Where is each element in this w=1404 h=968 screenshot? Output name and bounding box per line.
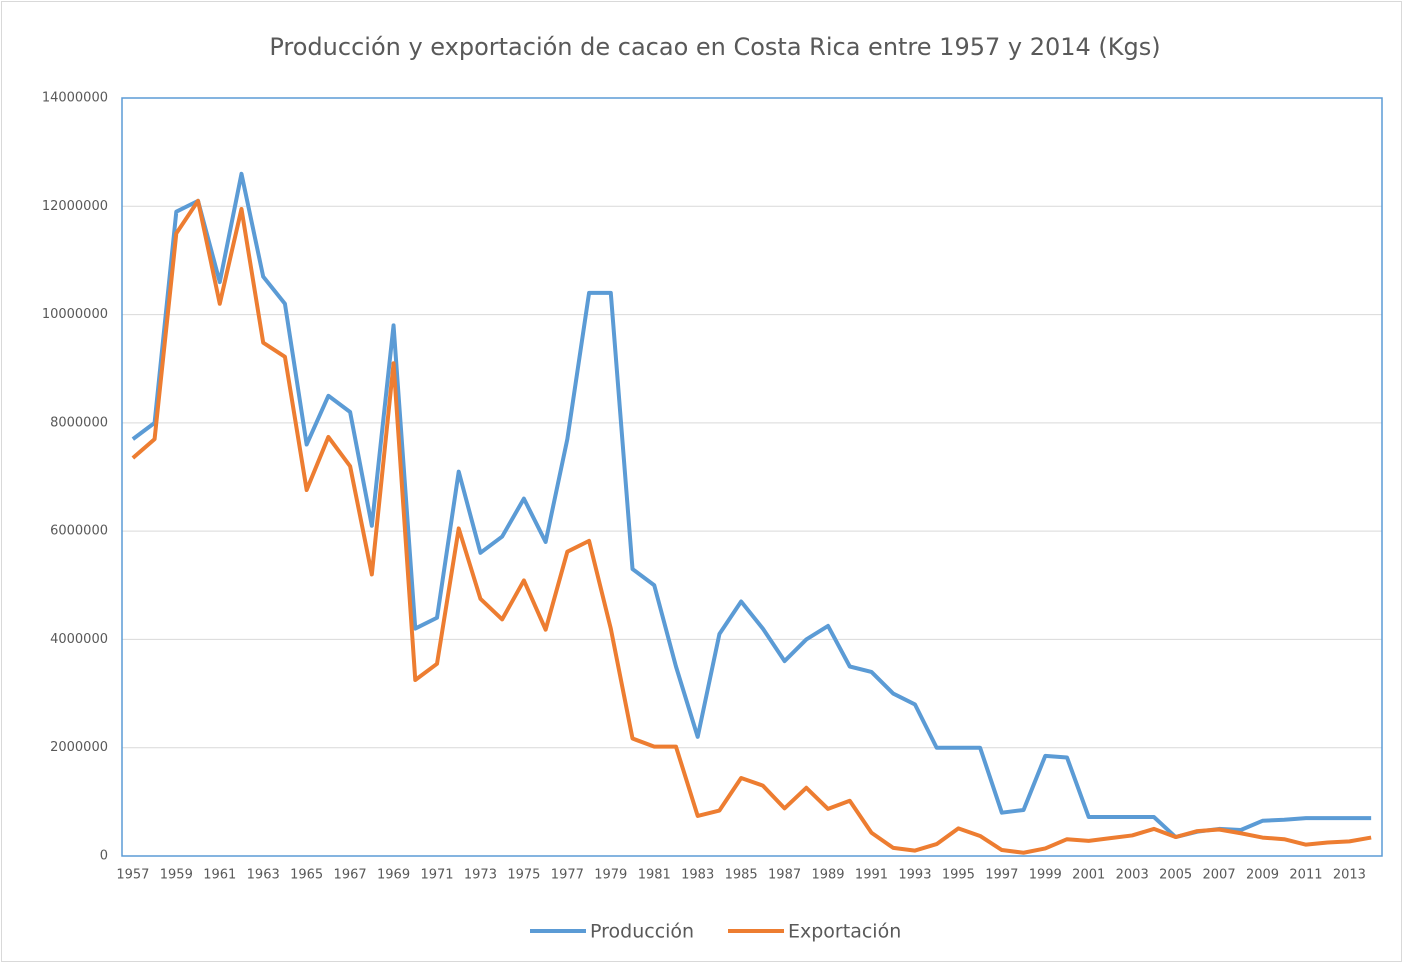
y-tick-label: 4000000 xyxy=(50,632,108,647)
x-tick-label: 1991 xyxy=(855,868,888,883)
x-tick-label: 2001 xyxy=(1072,868,1105,883)
x-tick-label: 1971 xyxy=(420,868,453,883)
x-tick-label: 1983 xyxy=(681,868,714,883)
x-tick-label: 1957 xyxy=(116,868,149,883)
y-tick-label: 12000000 xyxy=(42,199,108,214)
x-tick-label: 1995 xyxy=(942,868,975,883)
legend-label: Exportación xyxy=(788,921,901,943)
x-tick-label: 2013 xyxy=(1333,868,1366,883)
x-tick-label: 1985 xyxy=(725,868,758,883)
x-tick-label: 1993 xyxy=(898,868,931,883)
x-tick-label: 1987 xyxy=(768,868,801,883)
x-tick-label: 1979 xyxy=(594,868,627,883)
y-tick-label: 8000000 xyxy=(50,415,108,430)
x-tick-label: 1959 xyxy=(160,868,193,883)
plot-border xyxy=(121,97,1383,857)
x-tick-label: 2003 xyxy=(1116,868,1149,883)
x-tick-label: 1975 xyxy=(507,868,540,883)
line-series xyxy=(131,171,1372,840)
chart-title: Producción y exportación de cacao en Cos… xyxy=(269,33,1160,61)
x-tick-label: 1999 xyxy=(1029,868,1062,883)
x-tick-label: 1989 xyxy=(811,868,844,883)
y-tick-label: 2000000 xyxy=(50,740,108,755)
x-tick-label: 1965 xyxy=(290,868,323,883)
x-tick-label: 1969 xyxy=(377,868,410,883)
legend-label: Producción xyxy=(590,921,694,943)
x-tick-label: 1977 xyxy=(551,868,584,883)
y-tick-label: 6000000 xyxy=(50,524,108,539)
y-tick-label: 0 xyxy=(100,849,108,864)
line-series xyxy=(131,198,1372,855)
x-tick-label: 1997 xyxy=(985,868,1018,883)
x-tick-label: 2007 xyxy=(1203,868,1236,883)
y-tick-label: 10000000 xyxy=(42,307,108,322)
x-tick-label: 1973 xyxy=(464,868,497,883)
x-tick-label: 2011 xyxy=(1289,868,1322,883)
x-tick-label: 1981 xyxy=(638,868,671,883)
x-tick-label: 2009 xyxy=(1246,868,1279,883)
x-tick-label: 1963 xyxy=(247,868,280,883)
x-tick-label: 2005 xyxy=(1159,868,1192,883)
y-tick-label: 14000000 xyxy=(42,91,108,106)
x-tick-label: 1961 xyxy=(203,868,236,883)
x-tick-label: 1967 xyxy=(334,868,367,883)
